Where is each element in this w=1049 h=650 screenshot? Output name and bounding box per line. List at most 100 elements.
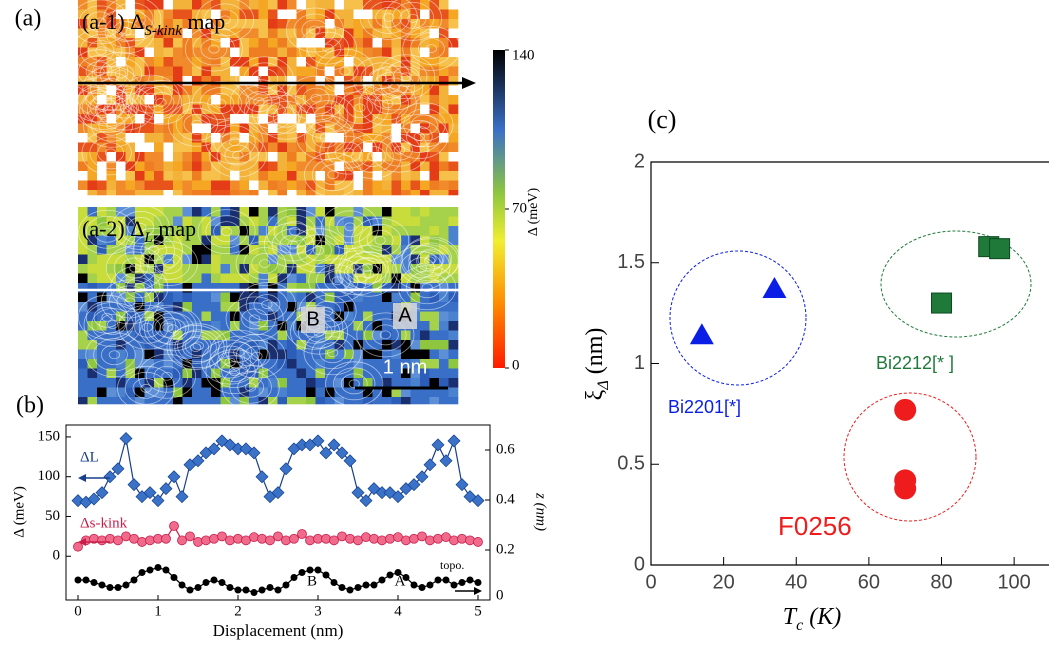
contour — [133, 316, 161, 338]
point — [314, 566, 322, 574]
map-cell — [163, 114, 174, 124]
map-cell — [192, 190, 202, 196]
contour — [371, 324, 399, 346]
point — [466, 576, 474, 584]
map-cell — [401, 340, 411, 350]
map-cell — [192, 28, 202, 39]
contour — [71, 0, 130, 45]
map-cell — [173, 123, 183, 134]
map-cell — [420, 330, 430, 341]
map-cell — [420, 180, 430, 191]
contour — [112, 21, 140, 42]
map-cell — [154, 292, 164, 303]
contour — [378, 133, 421, 167]
map-cell — [325, 368, 335, 379]
point — [98, 581, 106, 589]
map-cell — [448, 190, 459, 196]
map-cell — [420, 273, 430, 284]
map-cell — [201, 302, 212, 312]
map-cell — [116, 114, 126, 124]
map-cell — [410, 114, 421, 124]
map-cell — [87, 28, 98, 39]
contour — [216, 138, 260, 172]
map-cell — [201, 152, 212, 162]
map-cell — [144, 292, 155, 303]
map-cell — [401, 38, 411, 48]
map-cell — [239, 397, 250, 405]
y-axis-label-part: Δ — [595, 380, 612, 390]
point — [154, 564, 162, 571]
map-cell — [296, 207, 307, 217]
map-cell — [87, 302, 98, 312]
map-cell — [420, 264, 430, 274]
map-cell — [192, 161, 202, 172]
map-cell — [201, 180, 212, 191]
contour — [201, 339, 260, 385]
map-cell — [334, 95, 345, 105]
contour — [141, 322, 153, 332]
contour — [313, 106, 341, 127]
map-cell — [429, 311, 440, 322]
map-cell — [315, 226, 326, 236]
map-cell — [154, 311, 164, 322]
map-cell — [87, 311, 98, 322]
map-cell — [439, 38, 449, 48]
map-cell — [429, 302, 440, 312]
map-cell — [429, 171, 440, 181]
map-cell — [287, 142, 297, 153]
map-cell — [344, 216, 354, 227]
map-cell — [420, 387, 430, 398]
map-cell — [296, 264, 307, 274]
map-cell — [211, 104, 221, 115]
map-cell — [239, 28, 250, 39]
map-cell — [410, 47, 421, 58]
map-cell — [230, 95, 240, 105]
map-cell — [268, 9, 278, 20]
map-cell — [410, 368, 421, 379]
map-cell — [249, 104, 259, 115]
map-cell — [448, 19, 459, 29]
map-cell — [201, 161, 212, 172]
map-cell — [144, 85, 155, 96]
contour — [360, 62, 403, 96]
map-cell — [173, 207, 183, 217]
map-cell — [230, 38, 240, 48]
map-cell — [287, 76, 297, 86]
map-cell — [391, 235, 402, 246]
map-cell — [182, 387, 193, 398]
map-cell — [249, 180, 259, 191]
map-cell — [429, 104, 440, 115]
contour — [251, 96, 295, 130]
map-cell — [353, 387, 364, 398]
map-cell — [78, 0, 88, 10]
map-cell — [268, 190, 278, 196]
contour — [101, 312, 113, 322]
map-title-part: map — [182, 9, 225, 34]
y-tick-label: 1 — [634, 352, 645, 374]
map-cell — [410, 133, 421, 143]
contour — [328, 210, 372, 244]
point — [114, 584, 122, 591]
contour — [94, 17, 106, 27]
map-cell — [306, 57, 316, 67]
map-cell — [163, 9, 174, 20]
map-cell — [125, 245, 136, 255]
point — [121, 531, 131, 542]
map-cell — [220, 0, 231, 10]
map-cell — [201, 273, 212, 284]
map-cell — [258, 387, 269, 398]
map-cell — [249, 123, 259, 134]
map-cell — [182, 292, 193, 303]
map-cell — [258, 378, 269, 388]
contour — [189, 343, 202, 352]
map-cell — [192, 9, 202, 20]
contour — [192, 341, 204, 351]
map-cell — [116, 235, 126, 246]
map-cell — [201, 235, 212, 246]
map-cell — [363, 133, 373, 143]
map-cell — [116, 254, 126, 265]
map-cell — [287, 397, 297, 405]
contour — [124, 371, 168, 405]
contour — [399, 7, 427, 29]
x-tick-label: 100 — [997, 571, 1030, 593]
